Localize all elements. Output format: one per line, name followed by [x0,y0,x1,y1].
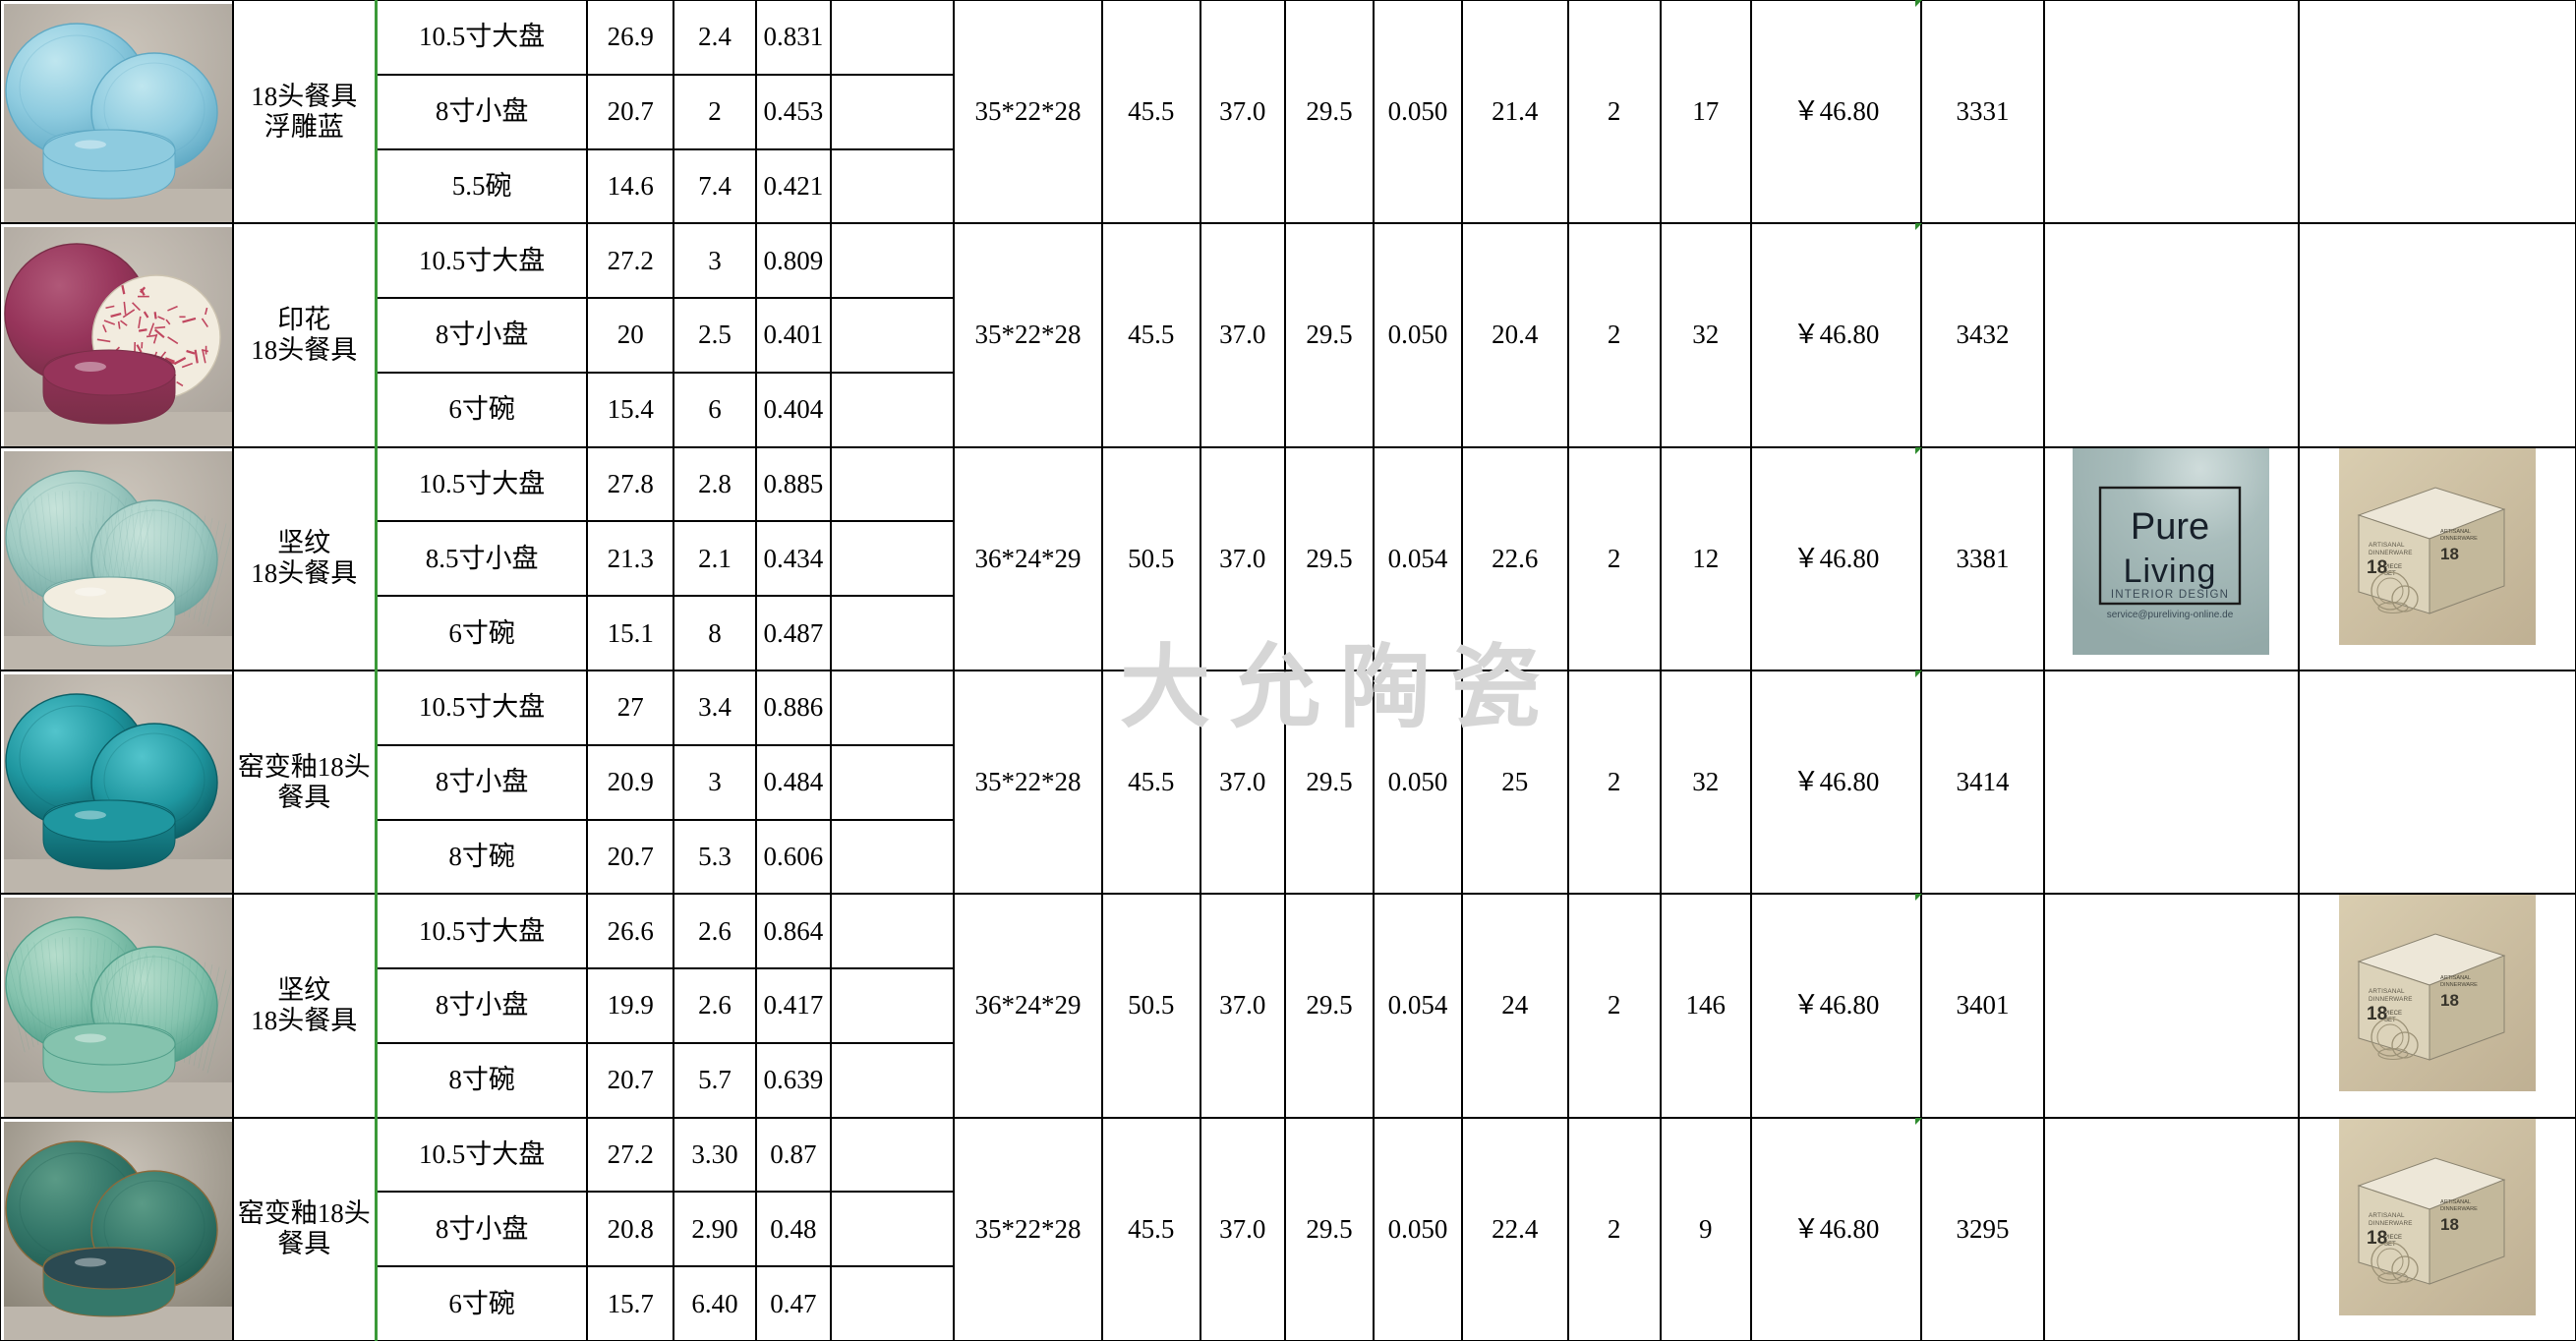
svg-text:18: 18 [2440,545,2459,563]
svg-text:DINNERWARE: DINNERWARE [2369,1220,2413,1227]
svg-text:PIECE: PIECE [2384,1235,2402,1241]
svg-text:ARTISANAL: ARTISANAL [2369,988,2405,995]
svg-text:DINNERWARE: DINNERWARE [2440,982,2478,988]
svg-text:DINNERWARE: DINNERWARE [2440,1206,2478,1212]
svg-text:Living: Living [2124,553,2217,590]
svg-text:ARTISANAL: ARTISANAL [2369,542,2405,549]
svg-text:ARTISANAL: ARTISANAL [2369,1212,2405,1219]
svg-text:INTERIOR DESIGN: INTERIOR DESIGN [2111,589,2229,601]
svg-text:DINNERWARE: DINNERWARE [2440,536,2478,542]
svg-text:DINNERWARE: DINNERWARE [2369,550,2413,556]
svg-text:ARTISANAL: ARTISANAL [2440,975,2471,981]
svg-text:PIECE: PIECE [2384,564,2402,570]
svg-text:service@pureliving-online.de: service@pureliving-online.de [2107,610,2234,620]
svg-text:18: 18 [2440,1215,2459,1234]
svg-text:ARTISANAL: ARTISANAL [2440,1199,2471,1205]
svg-text:ARTISANAL: ARTISANAL [2440,529,2471,535]
svg-text:DINNERWARE: DINNERWARE [2369,996,2413,1003]
svg-text:18: 18 [2440,991,2459,1010]
svg-text:Pure: Pure [2131,506,2209,548]
svg-text:PIECE: PIECE [2384,1011,2402,1017]
